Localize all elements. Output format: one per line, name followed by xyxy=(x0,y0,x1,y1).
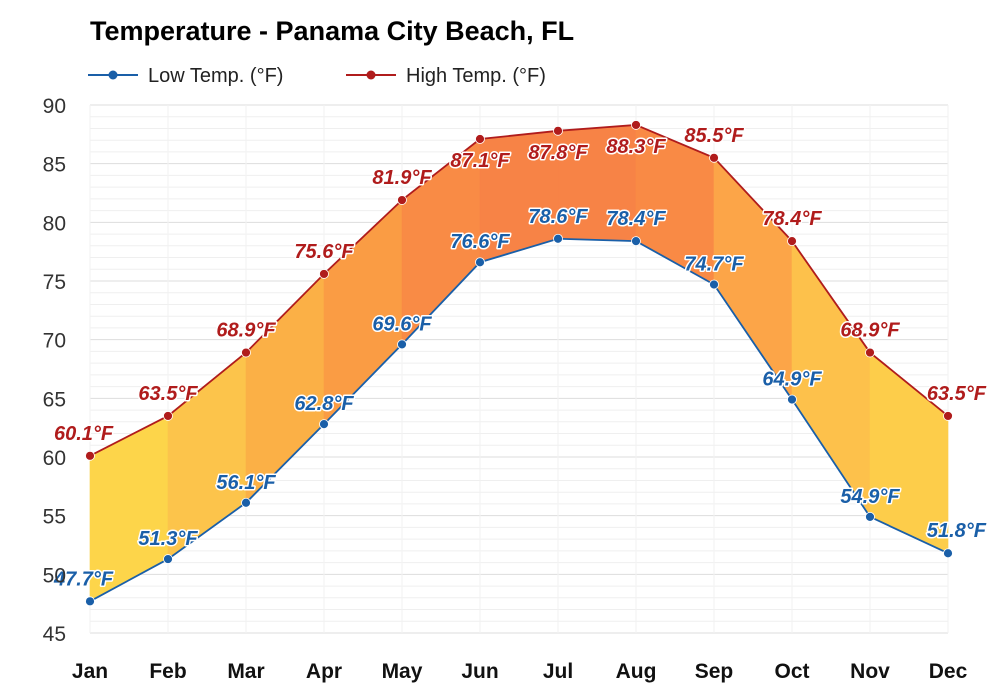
y-tick-label: 90 xyxy=(43,95,66,118)
legend: Low Temp. (°F) High Temp. (°F) xyxy=(88,65,546,87)
x-tick-label: Sep xyxy=(695,660,734,683)
high-temp-data-label: 63.5°F xyxy=(927,383,987,405)
low-temp-data-label: 74.7°F xyxy=(684,254,744,276)
low-temp-data-label: 69.6°F xyxy=(372,313,432,335)
x-tick-label: Feb xyxy=(149,660,186,683)
legend-item-low[interactable]: Low Temp. (°F) xyxy=(88,65,283,87)
low-temp-data-label: 56.1°F xyxy=(216,472,276,494)
legend-low-label: Low Temp. (°F) xyxy=(148,65,283,87)
legend-high-label: High Temp. (°F) xyxy=(406,65,546,87)
y-tick-label: 80 xyxy=(43,212,66,235)
x-tick-label: Apr xyxy=(306,660,342,683)
legend-item-high[interactable]: High Temp. (°F) xyxy=(346,65,546,87)
y-tick-label: 75 xyxy=(43,271,66,294)
y-tick-label: 50 xyxy=(43,564,66,587)
chart-title: Temperature - Panama City Beach, FL xyxy=(90,16,574,46)
low-temp-data-label: 54.9°F xyxy=(840,486,900,508)
high-temp-point[interactable] xyxy=(865,347,875,358)
high-temp-data-label: 68.9°F xyxy=(216,320,276,342)
high-temp-data-label: 60.1°F xyxy=(54,423,114,445)
high-temp-data-label: 88.3°F xyxy=(606,136,666,158)
low-temp-point[interactable] xyxy=(943,548,953,559)
high-temp-data-label: 75.6°F xyxy=(294,241,354,263)
x-tick-label: Aug xyxy=(616,660,657,683)
low-temp-point[interactable] xyxy=(553,233,563,244)
high-temp-point[interactable] xyxy=(475,134,485,144)
high-temp-point[interactable] xyxy=(709,152,719,163)
low-temp-point[interactable] xyxy=(163,554,173,564)
temperature-range-band xyxy=(89,124,949,602)
series-lines xyxy=(89,124,949,603)
data-labels: 47.7°F 51.3°F 56.1°F 62.8°F 69.6°F 76.6°F 78.6… xyxy=(52,123,989,592)
y-tick-label: 70 xyxy=(43,330,66,353)
x-tick-label: Jun xyxy=(461,660,498,683)
low-temp-point[interactable] xyxy=(787,394,797,405)
high-temp-point[interactable] xyxy=(319,269,329,279)
high-temp-point[interactable] xyxy=(163,411,173,421)
high-temp-data-label: 63.5°F xyxy=(138,383,198,405)
high-temp-data-label: 68.9°F xyxy=(840,320,900,342)
x-tick-label: Nov xyxy=(850,660,890,683)
x-axis-ticks: Jan Feb Mar Apr May Jun Jul Aug Sep Oct Nov Dec xyxy=(72,660,968,683)
data-points xyxy=(85,120,953,607)
high-temp-data-label: 85.5°F xyxy=(684,125,744,147)
y-tick-label: 45 xyxy=(43,623,66,646)
low-temp-data-label: 78.6°F xyxy=(528,206,588,228)
high-temp-line xyxy=(89,124,949,457)
low-temp-data-label: 64.9°F xyxy=(762,369,822,391)
x-tick-label: Oct xyxy=(774,660,809,683)
x-tick-label: Jul xyxy=(543,660,573,683)
x-tick-label: Mar xyxy=(227,660,264,683)
low-temp-point[interactable] xyxy=(85,596,95,607)
low-temp-data-label: 78.4°F xyxy=(606,208,666,230)
x-tick-label: Dec xyxy=(929,660,968,683)
y-tick-label: 60 xyxy=(43,447,66,470)
x-tick-label: Jan xyxy=(72,660,108,683)
legend-low-marker xyxy=(108,70,118,80)
low-temp-point[interactable] xyxy=(865,511,875,522)
high-temp-data-label: 78.4°F xyxy=(762,208,822,230)
high-temp-point[interactable] xyxy=(787,236,797,247)
high-temp-data-label: 87.1°F xyxy=(450,150,510,172)
high-temp-point[interactable] xyxy=(631,120,641,130)
low-temp-point[interactable] xyxy=(241,497,251,508)
high-temp-data-label: 87.8°F xyxy=(528,142,588,164)
high-temp-point[interactable] xyxy=(553,125,563,136)
y-axis-ticks: 45 50 55 60 65 70 75 80 85 90 xyxy=(43,95,66,646)
low-temp-point[interactable] xyxy=(319,419,329,430)
low-temp-point[interactable] xyxy=(397,339,407,350)
y-tick-label: 85 xyxy=(43,154,66,177)
low-temp-data-label: 51.8°F xyxy=(927,520,987,542)
low-temp-data-label: 76.6°F xyxy=(450,231,510,253)
low-temp-data-label: 62.8°F xyxy=(294,393,354,415)
high-temp-point[interactable] xyxy=(241,347,251,358)
high-temp-point[interactable] xyxy=(85,450,95,461)
low-temp-point[interactable] xyxy=(475,257,485,268)
low-temp-line xyxy=(89,237,949,603)
low-temp-point[interactable] xyxy=(631,236,641,247)
low-temp-data-label: 47.7°F xyxy=(53,568,114,590)
y-tick-label: 65 xyxy=(43,388,66,411)
y-tick-label: 55 xyxy=(43,506,66,529)
low-temp-point[interactable] xyxy=(709,279,719,290)
legend-high-marker xyxy=(366,70,376,80)
x-tick-label: May xyxy=(382,660,423,683)
high-temp-point[interactable] xyxy=(943,411,953,421)
low-temp-data-label: 51.3°F xyxy=(138,528,198,550)
high-temp-point[interactable] xyxy=(397,195,407,205)
high-temp-data-label: 81.9°F xyxy=(372,167,432,189)
